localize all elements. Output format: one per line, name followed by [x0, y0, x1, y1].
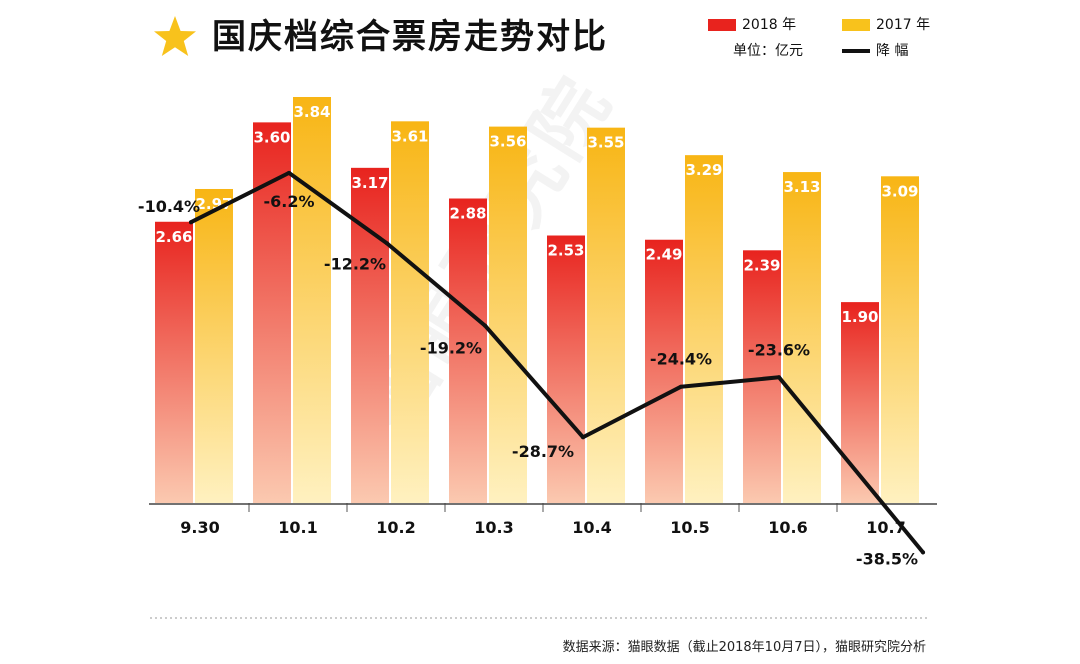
legend-item-2017: 2017 年 — [842, 16, 930, 34]
bar-value-label-2017-10.1: 3.84 — [293, 103, 330, 121]
decline-label-10.3: -19.2% — [420, 339, 482, 358]
bar-2017-9.30 — [195, 188, 233, 503]
bar-line-chart: 2.662.97 3.603.84 3.17 3.61 2.88 3.56 2.53 3.55… — [138, 97, 937, 619]
decline-label-10.7: -38.5% — [856, 549, 918, 568]
bar-value-label-2018-10.6: 2.39 — [743, 256, 780, 274]
bar-2017-10.2 — [391, 121, 429, 503]
legend-label-2018: 2018 年 — [742, 17, 797, 33]
decline-point-10.6 — [777, 375, 781, 380]
bar-value-label-2017-10.6: 3.13 — [783, 178, 820, 196]
bar-value-label-2018-10.2: 3.17 — [351, 174, 388, 192]
decline-label-10.6: -23.6% — [748, 340, 810, 359]
bar-2018-10.7 — [841, 302, 879, 503]
decline-label-10.2: -12.2% — [324, 254, 386, 273]
legend-item-2018: 2018 年 — [708, 16, 796, 34]
page-title: 国庆档综合票房走势对比 — [212, 17, 608, 57]
bar-2018-9.30 — [155, 221, 193, 503]
bar-value-label-2018-10.1: 3.60 — [253, 128, 290, 146]
x-tick-label-10.1: 10.1 — [278, 518, 317, 537]
legend-label-decline: 降 幅 — [876, 43, 909, 59]
bar-2017-10.6 — [783, 172, 821, 504]
bar-value-label-2018-9.30: 2.66 — [155, 228, 192, 246]
decline-point-10.1 — [287, 170, 291, 175]
bar-value-label-2018-10.5: 2.49 — [645, 246, 682, 264]
legend-swatch-2018 — [708, 19, 736, 31]
legend-swatch-decline — [842, 49, 870, 53]
legend-swatch-2017 — [842, 19, 870, 31]
decline-point-9.30 — [189, 220, 193, 225]
bar-2018-10.4 — [547, 235, 585, 504]
bar-value-label-2017-10.2: 3.61 — [391, 127, 428, 145]
bars-layer: 2.662.97 3.603.84 3.17 3.61 2.88 3.56 2.53 3.55… — [155, 97, 919, 504]
bar-2018-10.2 — [351, 167, 389, 503]
bar-value-label-2017-10.7: 3.09 — [881, 182, 918, 200]
decline-label-10.4: -28.7% — [512, 442, 574, 461]
x-tick-label-10.3: 10.3 — [474, 518, 513, 537]
unit-label: 单位：亿元 — [733, 43, 803, 59]
decline-label-10.5: -24.4% — [650, 350, 712, 369]
decline-label-10.1: -6.2% — [263, 192, 314, 211]
decline-point-10.5 — [679, 384, 683, 389]
bar-2017-10.5 — [685, 155, 723, 503]
bar-2018-10.5 — [645, 239, 683, 503]
bar-value-label-2018-10.4: 2.53 — [547, 242, 584, 260]
bar-value-label-2017-9.30: 2.97 — [195, 195, 232, 213]
bar-2018-10.3 — [449, 198, 487, 503]
x-tick-label-10.2: 10.2 — [376, 518, 415, 537]
bar-value-label-2018-10.3: 2.88 — [449, 205, 486, 223]
decline-point-10.7 — [921, 550, 925, 555]
decline-point-10.4 — [581, 435, 585, 440]
bar-2017-10.3 — [489, 126, 527, 504]
legend-item-decline: 降 幅 — [842, 42, 908, 60]
x-tick-label-10.4: 10.4 — [572, 518, 611, 537]
bar-value-label-2017-10.5: 3.29 — [685, 161, 722, 179]
decline-line — [189, 170, 925, 555]
decline-point-10.3 — [483, 323, 487, 328]
bar-value-label-2017-10.4: 3.55 — [587, 134, 624, 152]
bar-2017-10.4 — [587, 127, 625, 503]
decline-point-10.2 — [385, 241, 389, 246]
decline-label-9.30: -10.4% — [138, 197, 200, 216]
legend-label-2017: 2017 年 — [876, 17, 931, 33]
bar-value-label-2018-10.7: 1.90 — [841, 308, 878, 326]
bar-value-label-2017-10.3: 3.56 — [489, 133, 526, 151]
x-tick-label-9.30: 9.30 — [180, 518, 219, 537]
bar-2017-10.1 — [293, 97, 331, 503]
x-tick-label-10.7: 10.7 — [866, 518, 905, 537]
decline-line-layer: -10.4% -6.2% -12.2% -19.2% -28.7% -24.4% -23.6… — [138, 170, 925, 568]
x-tick-label-10.6: 10.6 — [768, 518, 807, 537]
star-icon — [152, 14, 198, 60]
bar-2017-10.7 — [881, 176, 919, 503]
x-tick-label-10.5: 10.5 — [670, 518, 709, 537]
source-note: 数据来源：猫眼数据（截止2018年10月7日），猫眼研究院分析 — [562, 640, 926, 655]
x-axis: 9.30 10.1 10.2 10.3 10.4 10.5 10.6 10.7 — [149, 503, 937, 537]
